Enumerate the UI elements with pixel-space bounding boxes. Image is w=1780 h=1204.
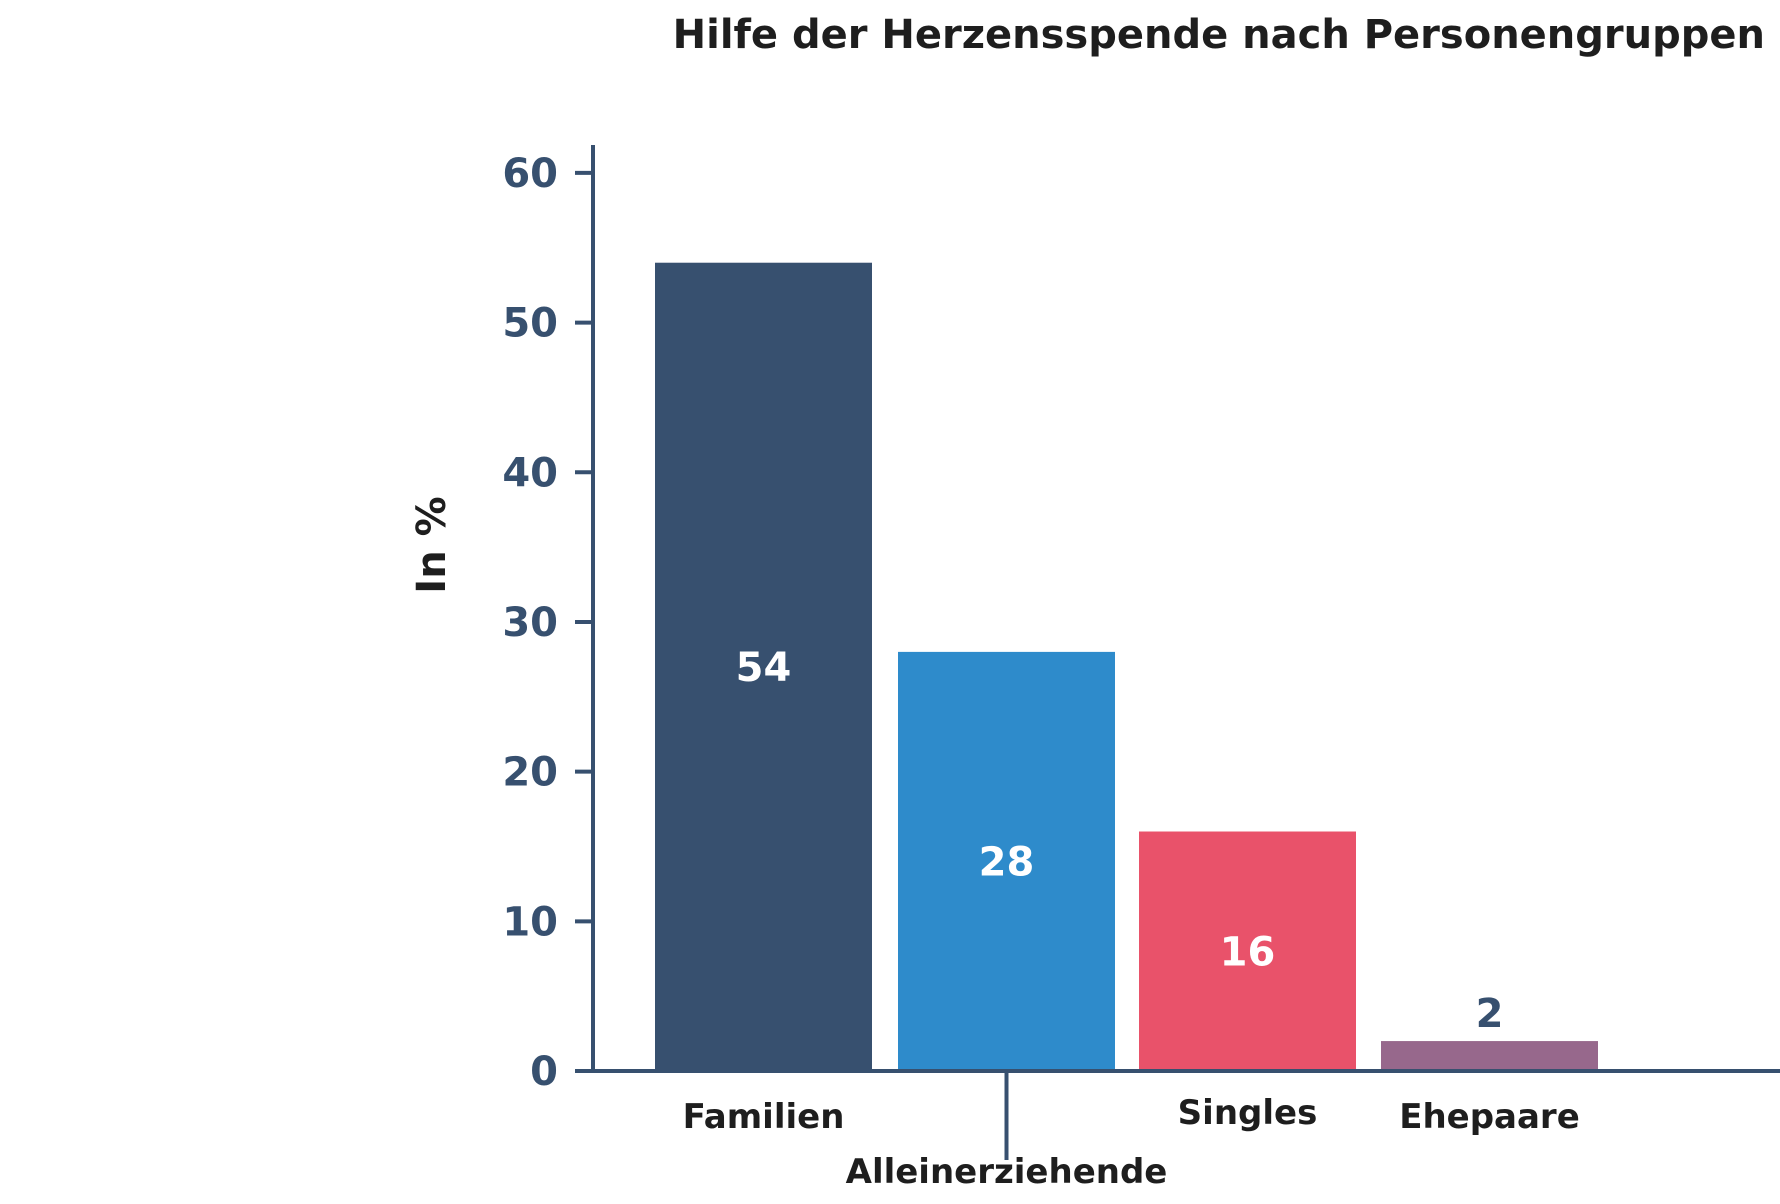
y-tick-label: 40 [502, 450, 558, 496]
y-tick-label: 20 [502, 750, 558, 796]
bar-alleinerziehende [898, 651, 1115, 1071]
y-tick-label: 50 [502, 301, 558, 347]
category-label: Singles [1178, 1093, 1318, 1133]
data-label: 2 [1476, 991, 1504, 1037]
data-label: 54 [736, 645, 792, 691]
chart-title: Hilfe der Herzensspende nach Personengru… [673, 12, 1765, 58]
category-label: Familien [683, 1097, 845, 1137]
bar-singles [1139, 831, 1356, 1071]
bar-ehepaare [1381, 1041, 1598, 1071]
y-tick-label: 0 [530, 1049, 558, 1095]
data-labels: 54 28 16 2 [736, 645, 1504, 1037]
bar-familien [655, 262, 872, 1071]
y-tick-label: 10 [502, 899, 558, 945]
data-label: 28 [979, 839, 1035, 885]
bars [655, 262, 1598, 1071]
category-label: Alleinerziehende [846, 1152, 1168, 1192]
category-label: Ehepaare [1399, 1097, 1580, 1137]
y-tick-label: 60 [502, 151, 558, 197]
y-axis-ticks: 0 10 20 30 40 50 60 [502, 151, 593, 1095]
y-tick-label: 30 [502, 600, 558, 646]
data-label: 16 [1220, 929, 1276, 975]
y-axis-title: In % [409, 496, 455, 593]
